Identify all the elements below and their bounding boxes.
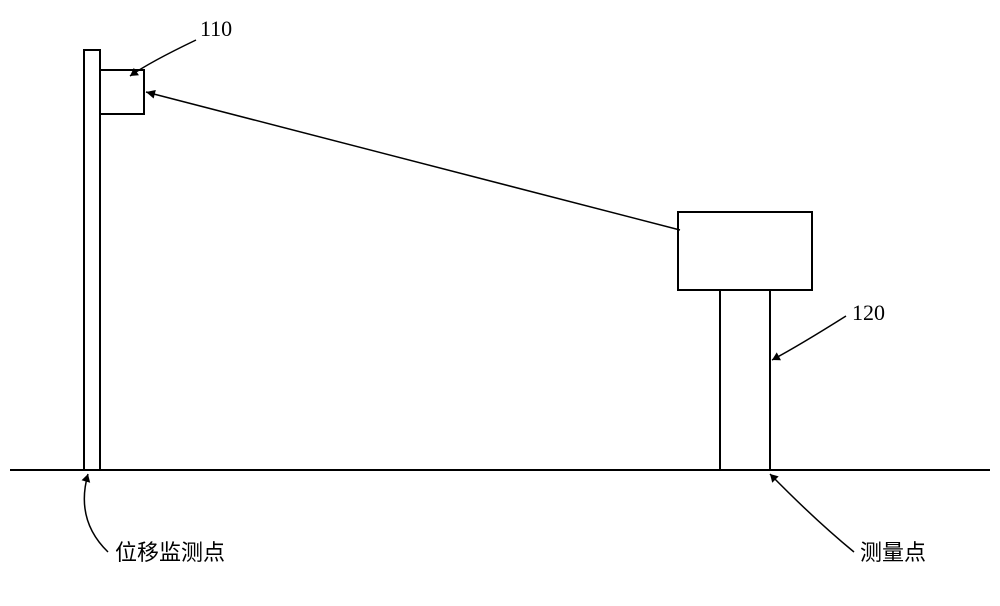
leader-left-ground (82, 474, 108, 552)
leader-right-ground (770, 474, 854, 552)
sight-line (146, 90, 680, 230)
right-pole (720, 290, 770, 470)
diagram-canvas: 110 120 位移监测点 测量点 (0, 0, 1000, 606)
leader-120 (772, 316, 846, 360)
left-ground-label: 位移监测点 (115, 540, 225, 565)
right-box (678, 212, 812, 290)
left-box (100, 70, 144, 114)
ref-label-110: 110 (200, 16, 232, 41)
right-ground-label: 测量点 (860, 540, 926, 565)
left-pole (84, 50, 100, 470)
ref-label-120: 120 (852, 300, 885, 325)
